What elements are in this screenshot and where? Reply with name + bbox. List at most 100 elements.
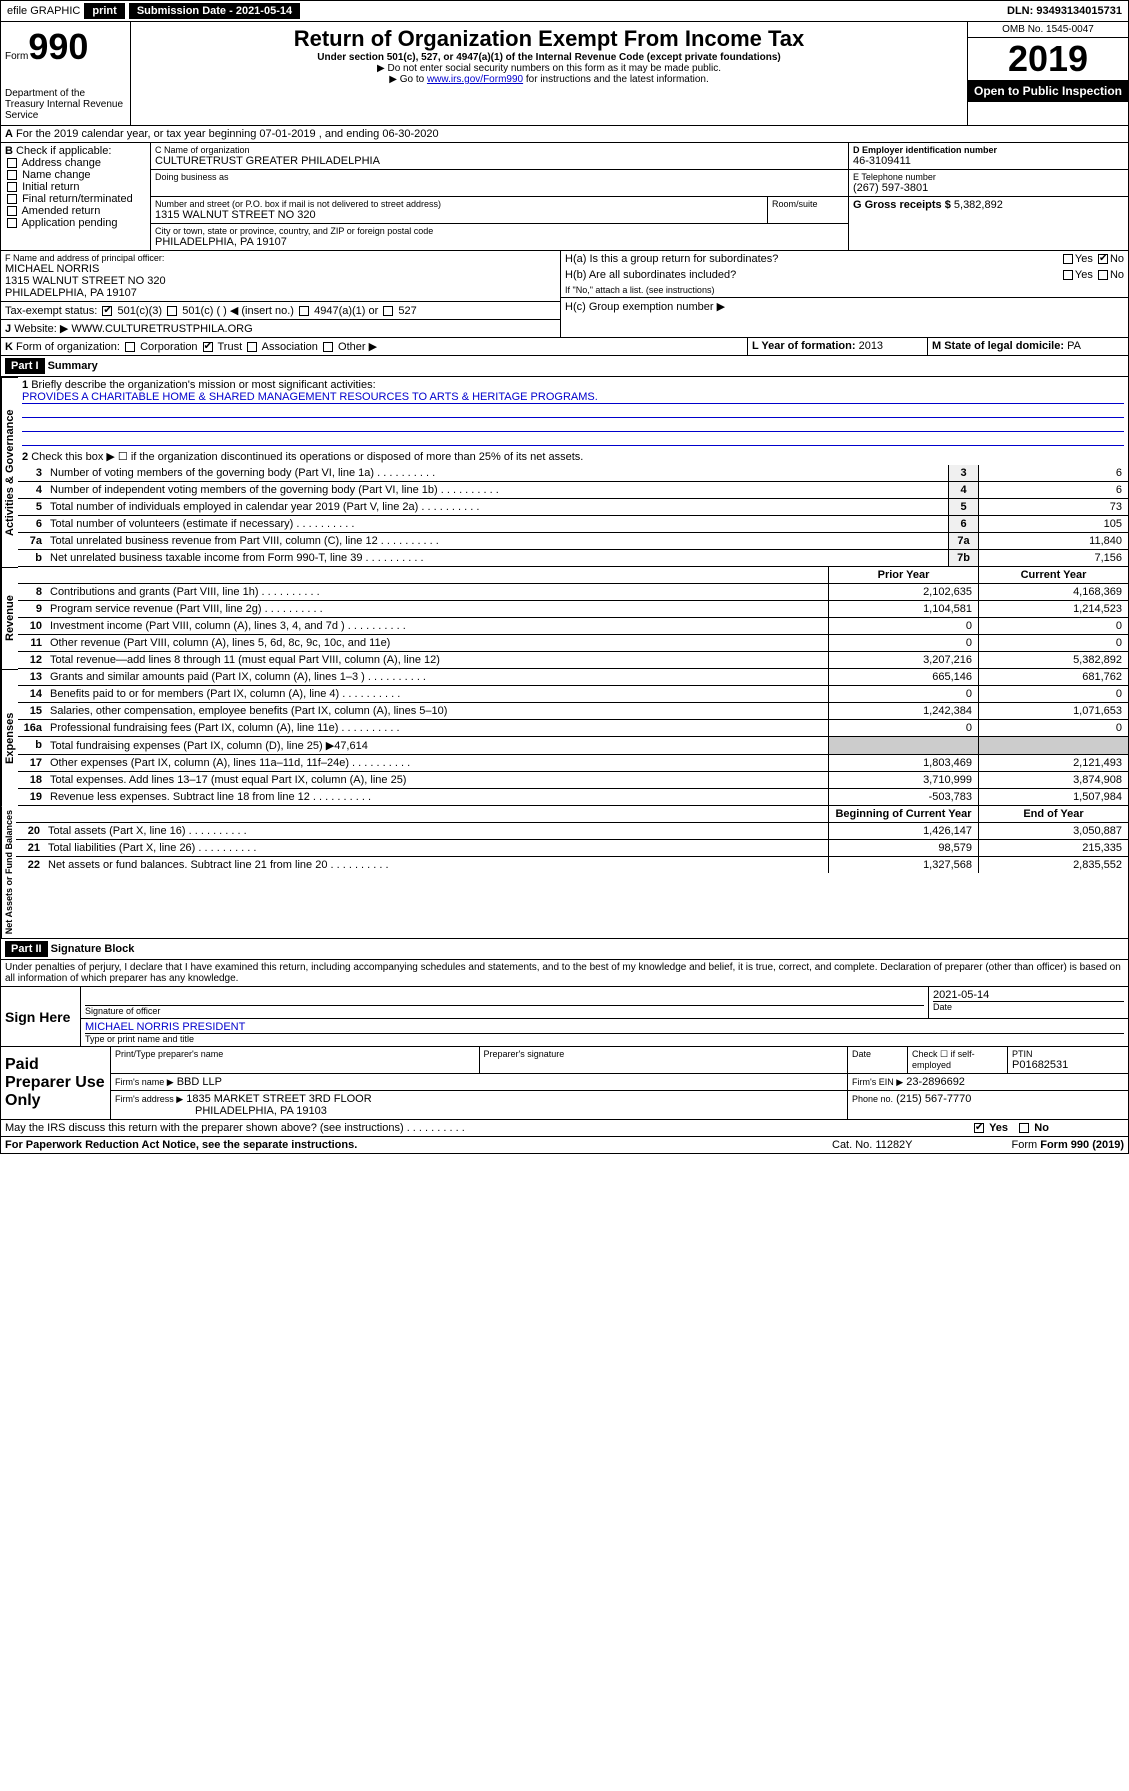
note-goto: ▶ Go to www.irs.gov/Form990 for instruct…	[135, 74, 963, 85]
l14-prior: 0	[828, 686, 978, 702]
hb-note: If "No," attach a list. (see instruction…	[561, 283, 1128, 298]
e-label: E Telephone number	[853, 172, 1124, 182]
ptin: P01682531	[1012, 1059, 1124, 1071]
irs-link[interactable]: www.irs.gov/Form990	[427, 74, 523, 85]
opt-application-pending[interactable]: Application pending	[5, 217, 146, 229]
tax-exempt-status: Tax-exempt status: 501(c)(3) 501(c) ( ) …	[1, 302, 560, 320]
hb-no[interactable]	[1098, 270, 1108, 280]
chk-assoc[interactable]	[247, 342, 257, 352]
ha-no[interactable]	[1098, 254, 1108, 264]
type-name-label: Type or print name and title	[85, 1033, 1124, 1044]
org-name: CULTURETRUST GREATER PHILADELPHIA	[155, 155, 844, 167]
chk-527[interactable]	[383, 306, 393, 316]
l17-current: 2,121,493	[978, 755, 1128, 771]
part1-subtitle: Summary	[48, 360, 98, 372]
chk-trust[interactable]	[203, 342, 213, 352]
dept-label: Department of the Treasury Internal Reve…	[5, 88, 126, 121]
form-number: 990	[28, 26, 88, 67]
l11-current: 0	[978, 635, 1128, 651]
col-current: Current Year	[978, 567, 1128, 583]
opt-amended-return[interactable]: Amended return	[5, 205, 146, 217]
opt-address-change-label: Address change	[21, 157, 101, 169]
opt-initial-return[interactable]: Initial return	[5, 181, 146, 193]
hb-yes[interactable]	[1063, 270, 1073, 280]
paid-label: Paid Preparer Use Only	[1, 1047, 111, 1119]
l1-desc: Briefly describe the organization's miss…	[31, 379, 375, 391]
h-c: H(c) Group exemption number ▶	[561, 298, 1128, 315]
l20-prior: 1,426,147	[828, 823, 978, 839]
form-footer: Form Form 990 (2019)	[978, 1137, 1128, 1153]
discuss-no[interactable]	[1019, 1123, 1029, 1133]
l2: 2 Check this box ▶ ☐ if the organization…	[18, 448, 1128, 465]
addr-label: Number and street (or P.O. box if mail i…	[155, 199, 763, 209]
year-formation: 2013	[859, 340, 883, 352]
l15-prior: 1,242,384	[828, 703, 978, 719]
opt-4947: 4947(a)(1) or	[314, 305, 378, 317]
l5-val: 73	[978, 499, 1128, 515]
tax-year: 2019	[968, 38, 1128, 80]
l14-desc: Benefits paid to or for members (Part IX…	[48, 686, 828, 702]
l20-desc: Total assets (Part X, line 16)	[46, 823, 828, 839]
opt-501c: 501(c) ( ) ◀ (insert no.)	[182, 305, 294, 317]
chk-corp[interactable]	[125, 342, 135, 352]
self-employed: Check ☐ if self-employed	[908, 1047, 1008, 1073]
opt-final-return[interactable]: Final return/terminated	[5, 193, 146, 205]
prep-sig-label: Preparer's signature	[480, 1047, 849, 1073]
l12-prior: 3,207,216	[828, 652, 978, 668]
mission-blank-2	[22, 418, 1124, 432]
footer: For Paperwork Reduction Act Notice, see …	[0, 1137, 1129, 1154]
l-label: L Year of formation:	[752, 340, 856, 352]
m-label: M State of legal domicile:	[932, 340, 1064, 352]
opt-address-change[interactable]: Address change	[5, 157, 146, 169]
l7a-desc: Total unrelated business revenue from Pa…	[48, 533, 948, 549]
l16b-prior-grey	[828, 737, 978, 754]
paperwork-notice: For Paperwork Reduction Act Notice, see …	[1, 1137, 828, 1153]
note-ssn: ▶ Do not enter social security numbers o…	[135, 63, 963, 74]
l4-desc: Number of independent voting members of …	[48, 482, 948, 498]
l18-current: 3,874,908	[978, 772, 1128, 788]
l9-prior: 1,104,581	[828, 601, 978, 617]
dba-label: Doing business as	[155, 172, 844, 182]
firm-phone: (215) 567-7770	[896, 1093, 971, 1105]
l7a-val: 11,840	[978, 533, 1128, 549]
l5-desc: Total number of individuals employed in …	[48, 499, 948, 515]
chk-501c[interactable]	[167, 306, 177, 316]
ha-yes[interactable]	[1063, 254, 1073, 264]
date-label: Date	[933, 1001, 1124, 1012]
f-label: F Name and address of principal officer:	[5, 253, 556, 263]
line-j: J Website: ▶ WWW.CULTURETRUSTPHILA.ORG	[1, 320, 560, 337]
firm-addr2: PHILADELPHIA, PA 19103	[195, 1105, 327, 1117]
block-fhij: F Name and address of principal officer:…	[0, 251, 1129, 338]
officer-name-title[interactable]: MICHAEL NORRIS PRESIDENT	[85, 1021, 245, 1033]
l17-prior: 1,803,469	[828, 755, 978, 771]
col-begin: Beginning of Current Year	[828, 806, 978, 822]
discuss-yes[interactable]	[974, 1123, 984, 1133]
chk-4947[interactable]	[299, 306, 309, 316]
l19-desc: Revenue less expenses. Subtract line 18 …	[48, 789, 828, 805]
opt-name-change[interactable]: Name change	[5, 169, 146, 181]
l21-desc: Total liabilities (Part X, line 26)	[46, 840, 828, 856]
opt-corp: Corporation	[140, 341, 197, 353]
opt-amended-return-label: Amended return	[21, 205, 100, 217]
l22-desc: Net assets or fund balances. Subtract li…	[46, 857, 828, 873]
chk-501c3[interactable]	[102, 306, 112, 316]
declaration: Under penalties of perjury, I declare th…	[1, 960, 1128, 986]
website: WWW.CULTURETRUSTPHILA.ORG	[71, 323, 252, 335]
l10-current: 0	[978, 618, 1128, 634]
l17-desc: Other expenses (Part IX, column (A), lin…	[48, 755, 828, 771]
telephone: (267) 597-3801	[853, 182, 1124, 194]
ha-yes-label: Yes	[1075, 253, 1093, 265]
submission-date: Submission Date - 2021-05-14	[129, 3, 300, 19]
l19-current: 1,507,984	[978, 789, 1128, 805]
form-label: Form	[5, 51, 28, 62]
print-button[interactable]: print	[84, 3, 124, 19]
opt-501c3: 501(c)(3)	[117, 305, 162, 317]
l14-current: 0	[978, 686, 1128, 702]
dln: DLN: 93493134015731	[1001, 3, 1128, 19]
chk-other[interactable]	[323, 342, 333, 352]
firm-addr1: 1835 MARKET STREET 3RD FLOOR	[186, 1093, 371, 1105]
l16b-current-grey	[978, 737, 1128, 754]
l15-current: 1,071,653	[978, 703, 1128, 719]
l19-prior: -503,783	[828, 789, 978, 805]
sign-here-block: Sign Here Signature of officer 2021-05-1…	[0, 987, 1129, 1047]
